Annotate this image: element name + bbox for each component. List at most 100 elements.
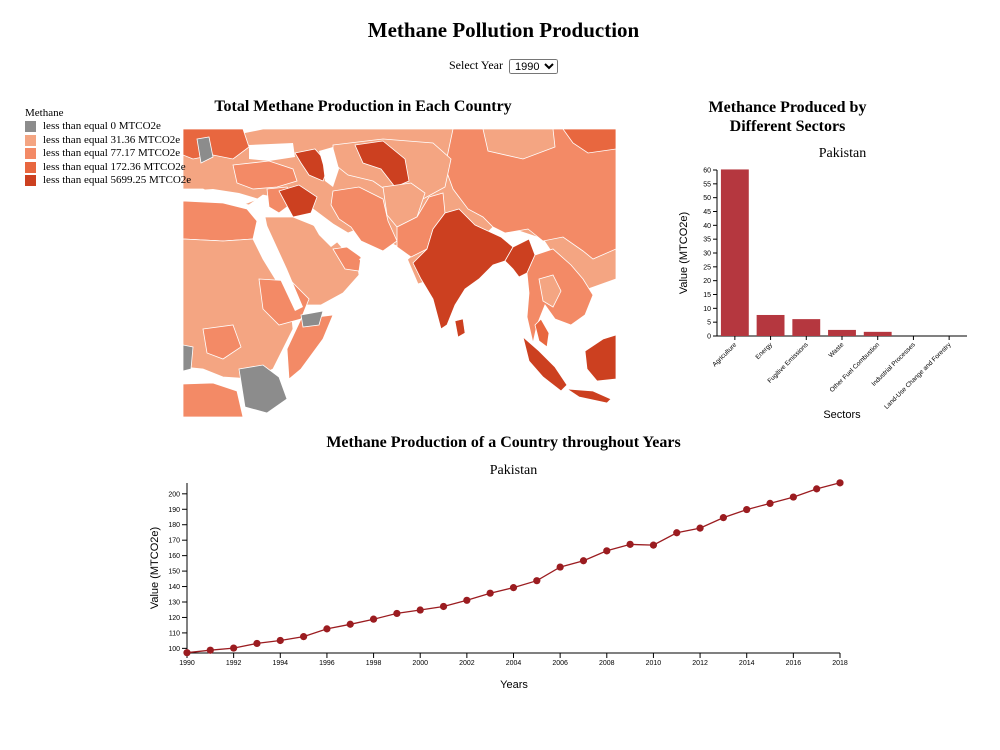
x-tick-label: 2012 <box>692 660 708 667</box>
y-tick-label: 10 <box>703 306 711 313</box>
data-point <box>300 633 308 641</box>
data-point <box>323 625 331 633</box>
region-shape[interactable] <box>454 318 466 338</box>
x-tick-label: Waste <box>828 341 846 359</box>
x-axis-label: Years <box>500 679 528 691</box>
y-tick-label: 150 <box>168 569 180 576</box>
region-shape[interactable] <box>526 248 594 344</box>
data-point <box>836 479 844 487</box>
yearly-line-chart: 100 110 120 130 140 150 160 170 180 190 200 1990 199… <box>149 479 848 691</box>
legend-item: less than equal 0 MTCO2e <box>25 120 191 134</box>
region-shape[interactable] <box>534 318 550 348</box>
y-tick-label: 35 <box>703 237 711 244</box>
sector-bar-chart: 0 5 10 15 20 25 30 35 40 45 50 55 60 Agriculture Energ… <box>678 168 967 421</box>
data-point <box>766 499 774 507</box>
data-point <box>556 563 564 571</box>
region-shape[interactable] <box>183 129 250 160</box>
region-shape[interactable] <box>522 335 568 392</box>
x-tick-label: Agriculture <box>711 341 738 368</box>
data-point <box>719 514 727 522</box>
region-shape[interactable] <box>286 314 334 380</box>
bar <box>792 319 821 336</box>
data-point <box>253 639 261 648</box>
bar <box>863 331 892 336</box>
legend-item: less than equal 31.36 MTCO2e <box>25 134 191 148</box>
legend-swatch <box>25 175 36 187</box>
legend-title: Methane <box>25 107 64 119</box>
sea-shape <box>311 221 339 247</box>
region-shape[interactable] <box>412 208 514 330</box>
x-tick-label: 2006 <box>552 660 568 667</box>
legend-item: less than equal 172.36 MTCO2e <box>25 161 191 175</box>
data-point <box>369 615 378 623</box>
region-shape[interactable] <box>294 148 330 182</box>
y-tick-label: 5 <box>707 320 711 327</box>
x-tick-label: 2016 <box>786 660 802 667</box>
y-tick-label: 130 <box>168 600 180 607</box>
region-shape[interactable] <box>584 334 616 382</box>
data-point <box>393 609 401 618</box>
region-shape[interactable] <box>444 129 616 260</box>
region-shape[interactable] <box>183 200 258 242</box>
series-line <box>186 482 841 654</box>
region-shape[interactable] <box>183 344 194 372</box>
region-shape[interactable] <box>196 136 214 164</box>
legend-swatch <box>25 148 36 160</box>
year-select-label: Select Year <box>449 58 503 72</box>
region-shape[interactable] <box>300 310 324 328</box>
y-tick-label: 170 <box>168 538 180 545</box>
year-select[interactable]: 1990 <box>509 58 558 74</box>
data-point <box>206 646 214 654</box>
region-shape[interactable] <box>202 324 242 360</box>
line-chart-title: Methane Production of a Country througho… <box>326 434 681 451</box>
x-tick-label: Land-Use Change and Forestry <box>883 341 953 411</box>
x-tick-label: 1994 <box>272 660 288 667</box>
region-shape[interactable] <box>332 246 362 272</box>
page-title: Methane Pollution Production <box>367 18 640 42</box>
y-tick-label: 120 <box>168 615 180 622</box>
region-shape[interactable] <box>238 364 288 414</box>
data-point <box>789 493 797 501</box>
data-point <box>183 649 191 657</box>
y-axis-label: Value (MTCO2e) <box>678 212 690 294</box>
region-shape[interactable] <box>565 388 612 404</box>
y-tick-label: 160 <box>168 553 180 560</box>
legend-swatch <box>25 134 36 146</box>
legend-label: less than equal 5699.25 MTCO2e <box>43 174 192 187</box>
y-tick-label: 0 <box>707 334 711 341</box>
x-tick-label: 1990 <box>179 660 195 667</box>
data-point <box>416 606 424 614</box>
region-shape[interactable] <box>232 160 298 190</box>
region-shape[interactable] <box>330 186 398 252</box>
y-tick-label: 100 <box>168 646 180 653</box>
map-title: Total Methane Production in Each Country <box>214 98 512 115</box>
sea-shape <box>359 247 411 279</box>
y-tick-label: 110 <box>169 630 180 637</box>
legend-label: less than equal 31.36 MTCO2e <box>43 133 181 146</box>
region-shape[interactable] <box>562 129 616 154</box>
y-tick-label: 190 <box>168 507 180 514</box>
legend-swatch <box>25 121 36 133</box>
y-axis-label: Value (MTCO2e) <box>149 527 161 609</box>
region-shape[interactable] <box>538 274 562 308</box>
data-point <box>813 485 821 493</box>
legend-item: less than equal 77.17 MTCO2e <box>25 147 191 161</box>
y-tick-label: 55 <box>703 181 711 188</box>
x-tick-label: 2008 <box>599 660 615 667</box>
legend-label: less than equal 0 MTCO2e <box>43 120 161 133</box>
x-tick-label: 2014 <box>739 660 755 667</box>
choropleth-map[interactable] <box>183 129 616 417</box>
data-point <box>439 602 448 611</box>
map-legend: Methane less than equal 0 MTCO2e less th… <box>25 107 191 188</box>
data-point <box>346 620 354 628</box>
y-tick-label: 50 <box>703 195 711 202</box>
region-shape[interactable] <box>183 382 244 417</box>
data-point <box>743 505 751 514</box>
map-svg <box>183 129 616 417</box>
y-tick-label: 20 <box>703 278 711 285</box>
region-shape[interactable] <box>278 184 318 218</box>
region-shape[interactable] <box>482 129 556 160</box>
data-point <box>276 636 284 645</box>
x-tick-label: 1998 <box>366 660 382 667</box>
x-tick-label: 2000 <box>412 660 428 667</box>
